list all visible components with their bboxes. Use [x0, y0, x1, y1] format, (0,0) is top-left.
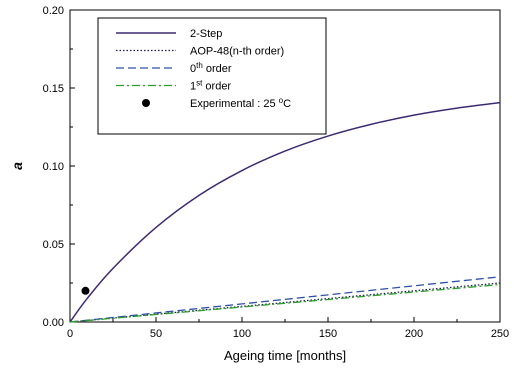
x-tick-label: 0: [67, 328, 73, 340]
x-tick-label: 250: [491, 328, 509, 340]
series-line: [69, 276, 501, 323]
legend-label: 0th order: [190, 61, 232, 75]
series-0: [69, 101, 501, 323]
x-tick-label: 50: [150, 328, 162, 340]
legend-label: Experimental : 25 oC: [190, 96, 291, 110]
y-tick-label: 0.05: [43, 239, 64, 251]
x-tick-label: 200: [405, 328, 423, 340]
legend: 2-Step AOP-48(n-th order) 0th order 1st ord…: [97, 17, 327, 135]
y-tick-label: 0.10: [43, 161, 64, 173]
series-layer: [69, 101, 501, 323]
y-tick-label: 0.15: [43, 83, 64, 95]
legend-marker: [142, 99, 150, 107]
experimental-point: [81, 286, 90, 295]
x-tick-label: 150: [319, 328, 337, 340]
series-4: [81, 286, 90, 295]
x-axis-label: Ageing time [months]: [224, 348, 346, 363]
legend-label: 2-Step: [190, 28, 222, 40]
series-3: [69, 283, 501, 323]
x-tick-label: 100: [233, 328, 251, 340]
y-tick-label: 0.00: [43, 317, 64, 329]
series-2: [69, 276, 501, 323]
legend-label: 1st order: [190, 79, 231, 93]
y-tick-label: 0.20: [43, 5, 64, 17]
series-line: [69, 101, 501, 323]
legend-box: [97, 17, 327, 135]
y-axis-label: a: [9, 162, 25, 170]
series-line: [69, 283, 501, 323]
legend-label: AOP-48(n-th order): [190, 46, 284, 58]
axes: 0 50 100 150 200 250 0.00 0.05 0.10 0.15 0.20 Agein…: [9, 5, 509, 363]
